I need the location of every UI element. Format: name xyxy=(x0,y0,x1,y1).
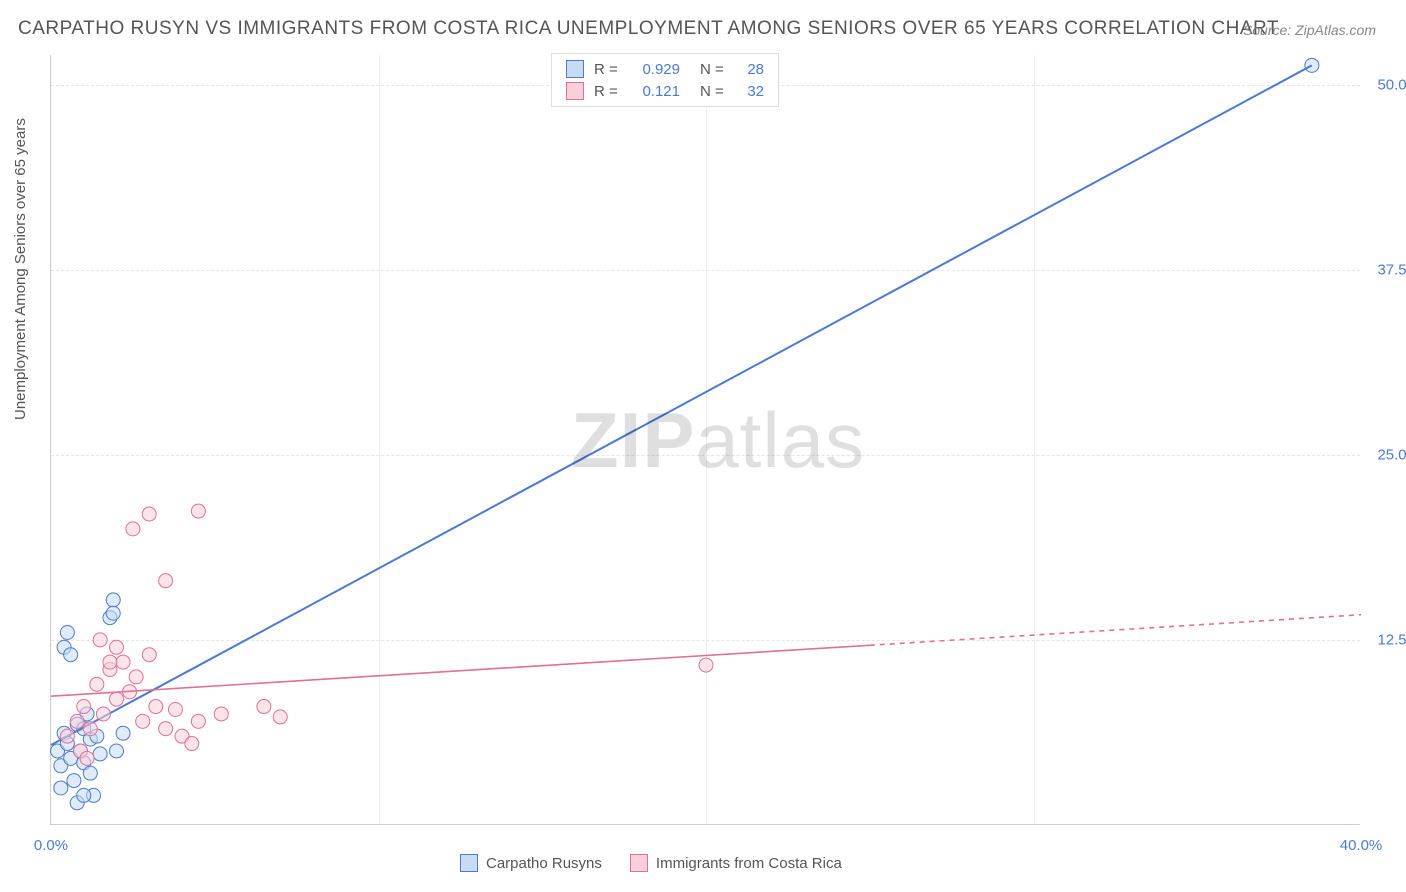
trend-line-extrapolated xyxy=(870,615,1361,646)
data-point xyxy=(54,781,68,795)
data-point xyxy=(273,710,287,724)
legend-swatch xyxy=(566,82,584,100)
data-point xyxy=(60,729,74,743)
data-point xyxy=(96,707,110,721)
data-point xyxy=(110,744,124,758)
data-point xyxy=(159,574,173,588)
data-point xyxy=(142,648,156,662)
data-point xyxy=(142,507,156,521)
legend-row: R = 0.121 N = 32 xyxy=(552,80,778,102)
y-tick-label: 25.0% xyxy=(1365,446,1406,463)
legend-swatch xyxy=(630,854,648,872)
series-legend: Carpatho Rusyns Immigrants from Costa Ric… xyxy=(460,854,842,872)
chart-svg xyxy=(51,55,1360,824)
data-point xyxy=(116,655,130,669)
x-tick-label: 0.0% xyxy=(34,837,68,854)
legend-swatch xyxy=(566,60,584,78)
data-point xyxy=(110,692,124,706)
x-tick-label: 40.0% xyxy=(1340,837,1383,854)
legend-series-name: Immigrants from Costa Rica xyxy=(656,855,842,872)
data-point xyxy=(77,788,91,802)
legend-n-value: 32 xyxy=(738,83,764,100)
data-point xyxy=(159,722,173,736)
data-point xyxy=(116,726,130,740)
legend-swatch xyxy=(460,854,478,872)
data-point xyxy=(60,626,74,640)
data-point xyxy=(185,737,199,751)
legend-n-value: 28 xyxy=(738,61,764,78)
trend-line xyxy=(51,645,870,696)
data-point xyxy=(67,774,81,788)
data-point xyxy=(699,658,713,672)
legend-series-name: Carpatho Rusyns xyxy=(486,855,602,872)
correlation-legend: R = 0.929 N = 28 R = 0.121 N = 32 xyxy=(551,53,779,107)
trend-line xyxy=(51,65,1312,745)
legend-r-label: R = xyxy=(594,61,622,78)
data-point xyxy=(191,714,205,728)
data-point xyxy=(93,633,107,647)
y-axis-label: Unemployment Among Seniors over 65 years xyxy=(12,118,29,420)
legend-n-label: N = xyxy=(700,83,728,100)
source-attribution: Source: ZipAtlas.com xyxy=(1243,22,1376,38)
data-point xyxy=(136,714,150,728)
data-point xyxy=(83,722,97,736)
data-point xyxy=(80,751,94,765)
data-point xyxy=(191,504,205,518)
legend-item: Carpatho Rusyns xyxy=(460,854,602,872)
data-point xyxy=(70,714,84,728)
data-point xyxy=(257,700,271,714)
data-point xyxy=(110,640,124,654)
y-tick-label: 37.5% xyxy=(1365,261,1406,278)
legend-r-label: R = xyxy=(594,83,622,100)
data-point xyxy=(90,677,104,691)
data-point xyxy=(129,670,143,684)
data-point xyxy=(106,593,120,607)
data-point xyxy=(126,522,140,536)
data-point xyxy=(106,606,120,620)
data-point xyxy=(103,655,117,669)
data-point xyxy=(214,707,228,721)
legend-row: R = 0.929 N = 28 xyxy=(552,58,778,80)
data-point xyxy=(93,747,107,761)
legend-item: Immigrants from Costa Rica xyxy=(630,854,842,872)
plot-area: ZIPatlas 12.5%25.0%37.5%50.0% 0.0%40.0% … xyxy=(50,55,1360,825)
y-tick-label: 12.5% xyxy=(1365,631,1406,648)
data-point xyxy=(168,703,182,717)
legend-n-label: N = xyxy=(700,61,728,78)
data-point xyxy=(64,648,78,662)
chart-title: CARPATHO RUSYN VS IMMIGRANTS FROM COSTA … xyxy=(18,18,1279,40)
data-point xyxy=(149,700,163,714)
legend-r-value: 0.121 xyxy=(632,83,680,100)
y-tick-label: 50.0% xyxy=(1365,76,1406,93)
data-point xyxy=(77,700,91,714)
data-point xyxy=(83,766,97,780)
legend-r-value: 0.929 xyxy=(632,61,680,78)
